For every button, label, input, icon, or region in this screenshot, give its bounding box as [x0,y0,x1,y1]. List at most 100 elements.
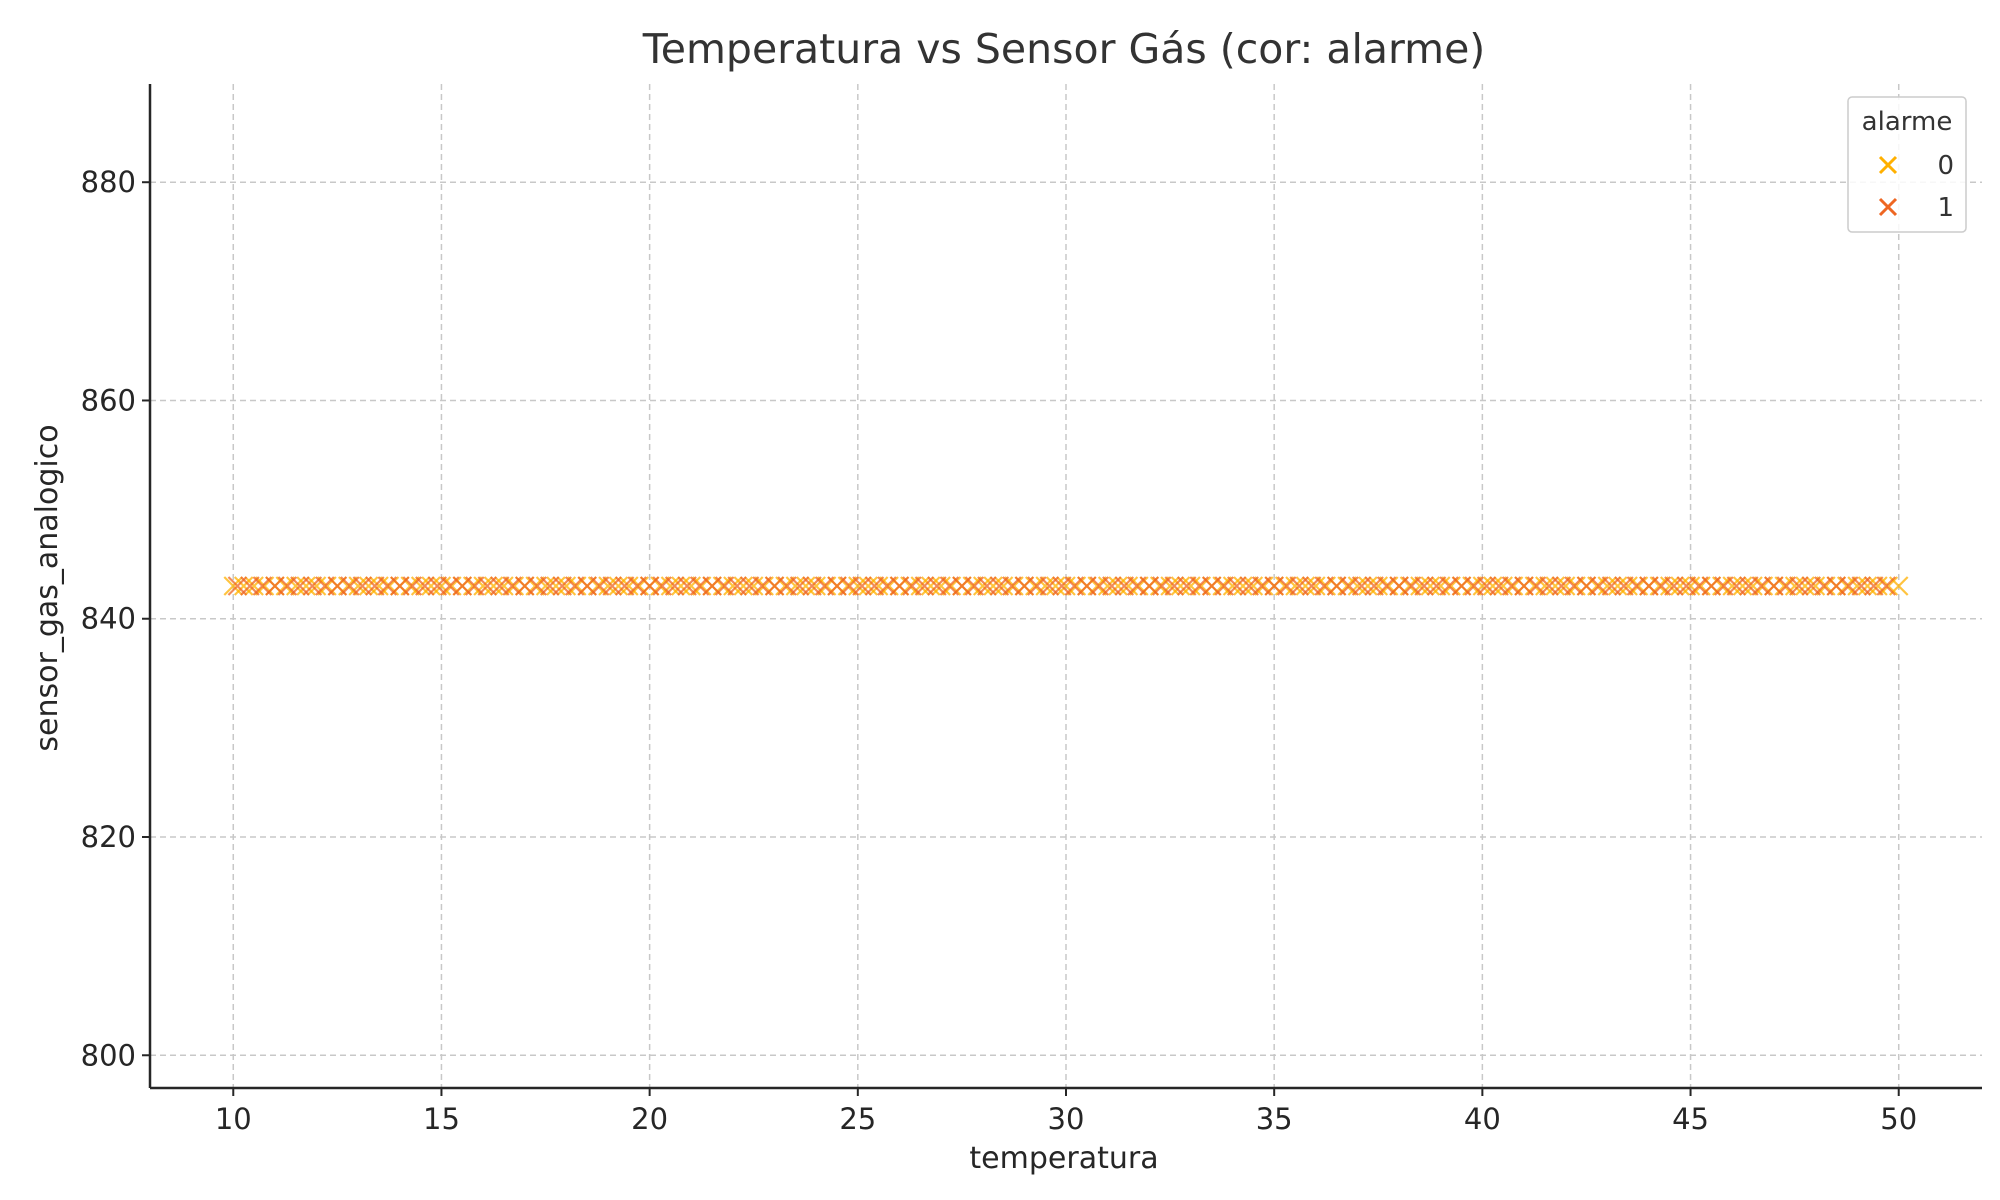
data-point [1566,576,1586,596]
legend-box [1847,96,1967,233]
data-point [962,576,983,596]
data-point [1732,576,1753,596]
data-point [254,576,275,596]
y-tick-label: 860 [81,383,136,417]
y-tick-label: 840 [81,602,136,636]
data-point [1004,576,1024,596]
data-point [348,576,368,596]
data-point [410,576,431,596]
data-point [619,576,639,596]
data-point [816,576,837,596]
data-point [1535,576,1555,596]
data-point [587,576,608,596]
x-tick-label: 20 [631,1102,668,1136]
data-point [1482,576,1503,596]
data-point [733,576,754,596]
data-point [775,576,795,596]
data-point [1847,576,1867,596]
data-point [1441,576,1461,596]
data-point [1306,576,1326,596]
data-point [337,576,358,596]
data-point [806,576,826,596]
data-point [1628,576,1649,596]
data-point [358,576,379,596]
y-tick-label: 820 [81,820,136,854]
data-point [1337,576,1357,596]
x-tick-label: 45 [1672,1102,1709,1136]
data-point [941,576,962,596]
x-tick-label: 40 [1464,1102,1501,1136]
data-point [483,576,504,596]
data-point [1659,576,1680,596]
data-point [1087,576,1108,596]
data-point [233,576,254,596]
x-tick-label: 35 [1256,1102,1293,1136]
data-point [629,576,650,596]
data-point [712,576,733,596]
data-point [379,576,400,596]
data-point [1118,576,1139,596]
data-point [848,576,868,596]
legend-marker-1 [1878,197,1898,217]
data-point [525,576,545,596]
data-point [1160,576,1180,596]
data-point [1066,576,1087,596]
data-point [1222,576,1243,596]
data-point [900,576,920,596]
data-point [868,576,889,596]
series-1 [227,576,1897,596]
data-point [275,576,296,596]
data-point [1420,576,1441,596]
data-point [1722,576,1742,596]
data-point [535,576,556,596]
data-point [910,576,931,596]
data-point [650,576,670,596]
data-point [400,576,421,596]
data-point [723,576,743,596]
data-point [837,576,858,596]
data-point [1618,576,1638,596]
data-point [972,576,993,596]
data-point [1607,576,1628,596]
data-point [1857,576,1878,596]
y-axis-label: sensor_gas_analogico [30,424,65,751]
data-point [442,576,462,596]
data-point [1462,576,1482,596]
data-point [1876,576,1897,596]
data-point [1358,576,1378,596]
data-point [1649,576,1670,596]
x-tick-label: 30 [1048,1102,1085,1136]
data-point [1149,576,1170,596]
data-point [1430,576,1451,596]
data-point [879,576,899,596]
data-point [431,576,452,596]
data-point [1097,576,1118,596]
data-point [1253,576,1274,596]
data-point [1691,576,1711,596]
data-point [795,576,816,596]
chart-title: Temperatura vs Sensor Gás (cor: alarme) [642,25,1486,73]
data-point [566,576,587,596]
data-point [1868,576,1888,596]
x-tick-label: 50 [1880,1102,1917,1136]
data-point [1108,576,1128,596]
data-point [1753,576,1774,596]
data-point [369,576,389,596]
data-point [1347,576,1368,596]
x-ticks: 10 15 20 25 30 35 40 45 50 [215,1088,1917,1136]
data-point [421,576,441,596]
data-point [556,576,577,596]
y-tick-label: 800 [81,1038,136,1072]
data-point [1680,576,1701,596]
data-point [1711,576,1732,596]
data-point [1378,576,1399,596]
data-point [931,576,951,596]
data-point [754,576,774,596]
data-point [1035,576,1055,596]
data-point [285,576,306,596]
data-point [1670,576,1690,596]
data-point [1784,576,1805,596]
data-point [1743,576,1763,596]
